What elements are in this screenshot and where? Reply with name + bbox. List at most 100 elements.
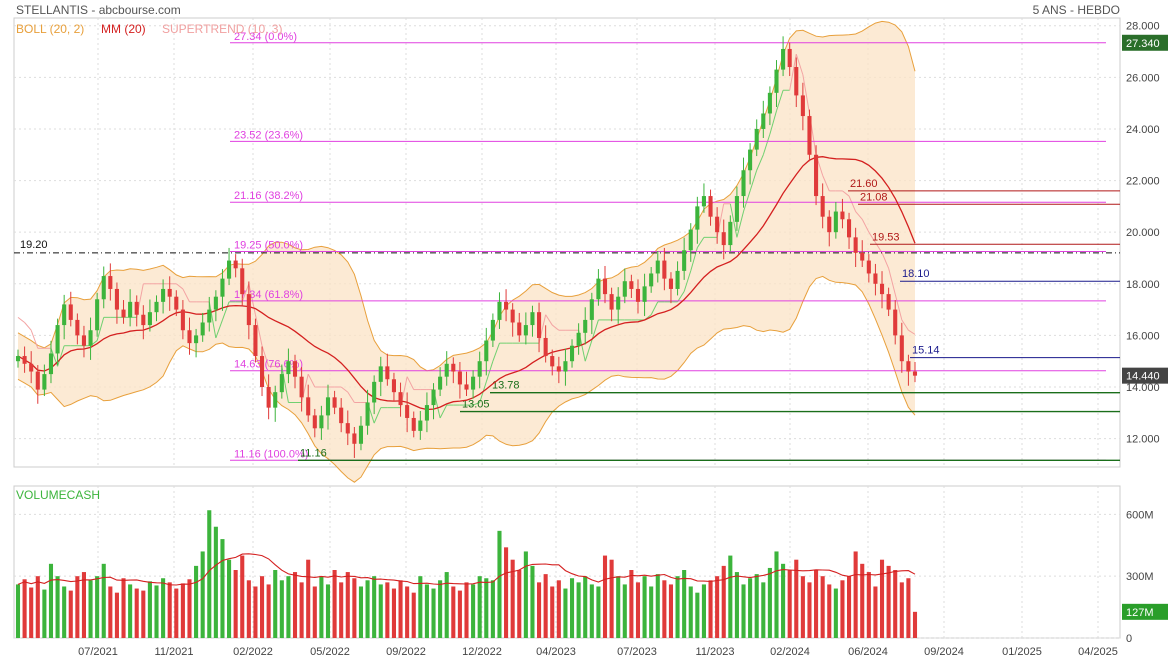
last-price-tag-text: 14.440 [1126,371,1160,383]
volume-bar [161,578,166,638]
volume-bar [477,576,482,638]
volume-bar [497,530,502,638]
candle-body [840,211,845,220]
supertrend-segment [340,386,349,393]
volume-indicator-label[interactable]: VOLUMECASH [16,488,101,502]
supertrend-segment [347,391,355,403]
candle-body [220,278,225,297]
volume-bar [537,582,542,638]
volume-bar [504,547,509,638]
volume-bar [200,551,205,638]
volume-bar [358,586,364,638]
price-y-tick-label: 14.000 [1126,382,1160,394]
candle-body [194,335,199,344]
candle-body [879,283,885,295]
candle-body [48,353,54,375]
volume-bar [866,572,871,638]
supertrend-segment [96,317,105,341]
volume-bar [233,570,238,638]
volume-bar [220,539,225,638]
volume-bar [167,582,172,638]
volume-bar [279,580,284,638]
volume-bar [75,576,80,638]
volume-y-tick-label: 0 [1126,633,1132,645]
x-tick-label: 11/2021 [155,646,194,658]
volume-bar [715,576,720,638]
candle-body [81,335,87,346]
support-resistance-label: 13.05 [462,399,490,411]
volume-bar [55,576,60,638]
candle-body [853,237,858,253]
volume-bar [372,576,377,638]
supertrend-segment [591,319,599,341]
volume-bar [649,586,654,638]
x-tick-label: 11/2023 [696,646,735,658]
candle-body [609,294,614,310]
indicator-boll-label[interactable]: BOLL (20, 2) [16,22,85,36]
candle-body [741,170,746,197]
candle-body [649,273,654,287]
supertrend-segment [584,340,593,362]
candle-body [550,356,555,367]
x-tick-label: 07/2023 [617,646,657,658]
candle-body [794,67,799,96]
volume-bar [391,588,396,638]
candle-body [259,356,265,388]
candle-body [814,154,819,197]
candle-body [108,276,113,289]
volume-bar [530,565,535,638]
volume-bar [787,570,792,638]
candle-body [517,322,522,336]
candle-body [510,309,515,323]
candle-body [273,392,278,408]
candle-body [411,417,416,431]
volume-bar [602,555,608,638]
support-resistance-label: 13.78 [492,380,520,392]
indicator-supertrend-label[interactable]: SUPERTREND (10, 3) [162,22,283,36]
price-y-tick-label: 18.000 [1126,279,1160,291]
volume-bar [114,592,119,638]
candle-body [15,356,21,362]
supertrend-segment [57,345,65,367]
volume-bar [306,559,311,638]
volume-bar [886,565,891,638]
candle-body [332,397,337,408]
candle-body [563,361,568,372]
price-y-tick-label: 20.000 [1126,227,1160,239]
volume-bar [438,580,443,638]
volume-bar [253,586,258,638]
volume-bar [95,576,100,638]
candle-body [253,325,258,357]
volume-bar [187,579,192,638]
volume-bar [240,555,245,638]
candle-body [642,286,647,302]
volume-bar [451,586,456,638]
candle-body [708,196,713,217]
volume-bar [642,576,647,638]
supertrend-segment [538,314,547,344]
candle-body [761,113,766,129]
volume-bar [833,588,838,638]
volume-bar [774,551,779,638]
fibonacci-level-label: 14.63 (76.6%) [234,359,303,371]
volume-bar [609,559,614,638]
candle-body [477,361,482,377]
volume-bar [147,581,152,638]
supertrend-segment [17,316,25,323]
volume-bar [227,559,232,638]
indicator-ma-label[interactable]: MM (20) [101,22,146,36]
candle-body [655,260,660,274]
volume-bar [457,590,462,638]
volume-bar [332,570,337,638]
volume-bar [325,584,331,638]
volume-bar [141,590,146,638]
volume-bar [556,580,561,638]
supertrend-segment [756,154,764,171]
candle-body [912,371,918,376]
supertrend-segment [439,404,448,419]
supertrend-segment [749,170,758,192]
volume-bar [319,576,324,638]
volume-bar [695,592,700,638]
volume-bar [128,584,133,638]
candle-body [207,309,212,323]
